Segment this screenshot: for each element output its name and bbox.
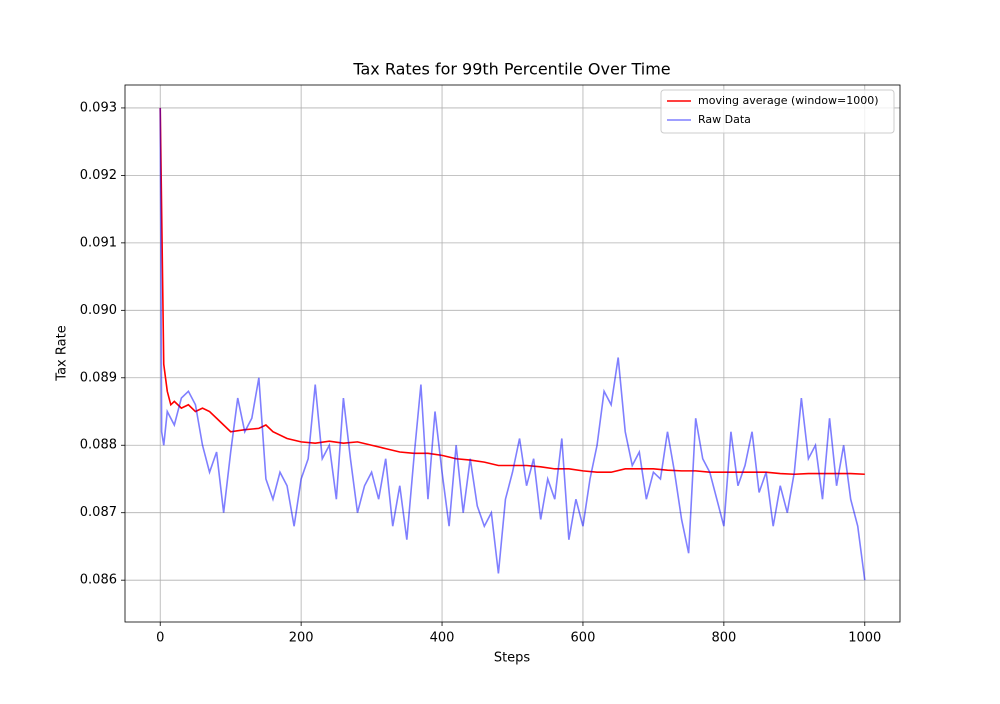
x-axis-label: Steps	[494, 651, 531, 666]
chart-title: Tax Rates for 99th Percentile Over Time	[352, 60, 670, 79]
y-axis-label: Tax Rate	[55, 325, 70, 381]
y-tick-label: 0.086	[80, 573, 117, 588]
legend-label: moving average (window=1000)	[698, 94, 879, 107]
legend-label: Raw Data	[698, 113, 751, 126]
x-tick-label: 0	[156, 631, 164, 646]
x-tick-label: 1000	[848, 631, 881, 646]
x-tick-label: 200	[289, 631, 314, 646]
data-line	[159, 107, 866, 581]
y-tick-label: 0.090	[80, 303, 117, 318]
y-tick-label: 0.087	[80, 505, 117, 520]
x-tick-label: 600	[571, 631, 596, 646]
x-tick-label: 800	[711, 631, 736, 646]
x-tick-label: 400	[430, 631, 455, 646]
legend-box	[660, 89, 895, 134]
y-tick-label: 0.093	[80, 100, 117, 115]
y-tick-label: 0.091	[80, 235, 117, 250]
plot-frame	[124, 84, 901, 623]
y-tick-label: 0.092	[80, 168, 117, 183]
y-tick-label: 0.088	[80, 438, 117, 453]
y-tick-label: 0.089	[80, 370, 117, 385]
